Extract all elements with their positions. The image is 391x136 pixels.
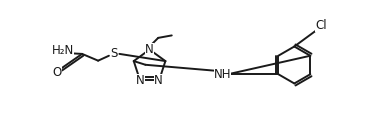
Text: N: N [145,43,154,56]
Text: N: N [136,74,145,87]
Text: O: O [52,66,62,79]
Text: H₂N: H₂N [52,44,74,57]
Text: Cl: Cl [315,19,327,32]
Text: S: S [111,47,118,60]
Text: NH: NH [214,68,231,81]
Text: N: N [154,74,163,87]
